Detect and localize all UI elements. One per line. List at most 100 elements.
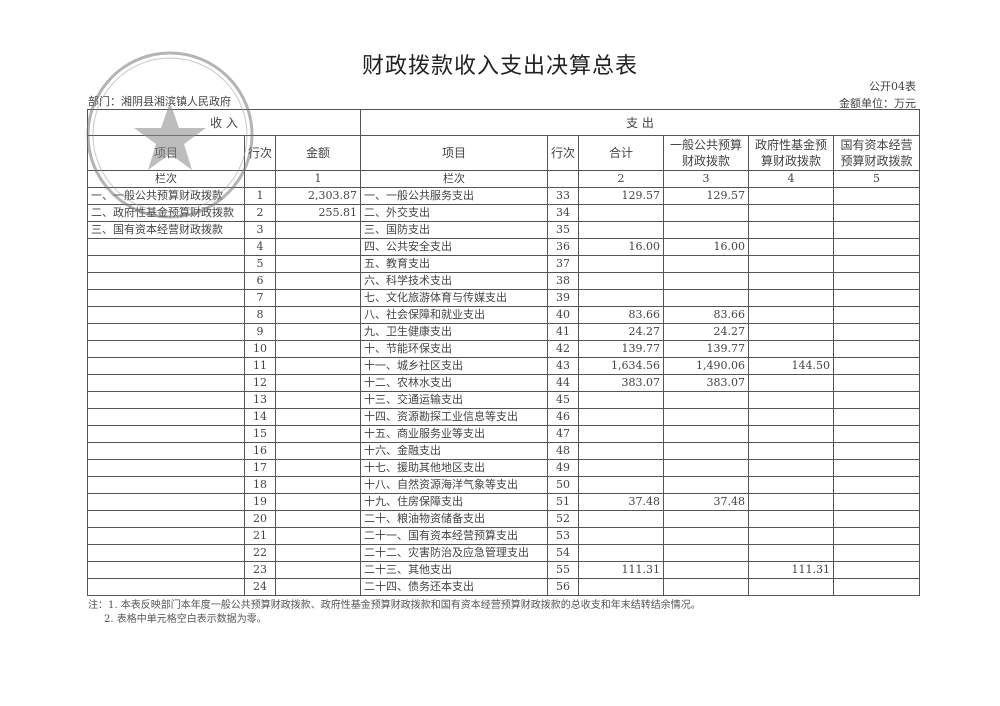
table-row: 11 十一、城乡社区支出 43 1,634.56 1,490.06 144.50 — [87, 357, 921, 375]
expense-item-cell: 十四、资源勘探工业信息等支出 — [360, 408, 549, 426]
expense-row-no-cell: 56 — [547, 578, 580, 596]
total-amount-cell: 37.48 — [578, 493, 665, 511]
state-capital-amount-cell — [833, 323, 921, 341]
income-row-no-cell: 19 — [243, 493, 277, 511]
income-amount-cell — [275, 340, 362, 358]
income-item-cell — [87, 255, 245, 273]
expense-row-no-header: 行次 — [547, 135, 580, 171]
general-budget-amount-cell — [663, 408, 750, 426]
income-item-cell — [87, 493, 245, 511]
income-amount-cell — [275, 374, 362, 392]
gov-fund-header: 政府性基金预算财政拨款 — [748, 135, 835, 171]
gov-fund-amount-cell — [748, 204, 835, 222]
total-amount-cell — [578, 391, 665, 409]
gov-fund-amount-cell — [748, 459, 835, 477]
expense-row-no-cell: 45 — [547, 391, 580, 409]
income-item-cell — [87, 323, 245, 341]
total-amount-cell: 24.27 — [578, 323, 665, 341]
gov-fund-amount-cell — [748, 544, 835, 562]
note-1: 注：1. 本表反映部门本年度一般公共预算财政拨款、政府性基金预算财政拨款和国有资… — [88, 600, 701, 611]
income-amount-header: 金额 — [275, 135, 362, 171]
state-capital-amount-cell — [833, 391, 921, 409]
expense-item-cell: 十六、金融支出 — [360, 442, 549, 460]
income-item-cell — [87, 425, 245, 443]
general-budget-amount-cell — [663, 459, 750, 477]
income-row-no-cell: 8 — [243, 306, 277, 324]
note-2: 2. 表格中单元格空白表示数据为零。 — [104, 614, 267, 625]
general-budget-amount-cell — [663, 561, 750, 579]
expense-item-cell: 八、社会保障和就业支出 — [360, 306, 549, 324]
total-amount-cell — [578, 459, 665, 477]
table-row: 8 八、社会保障和就业支出 40 83.66 83.66 — [87, 306, 921, 324]
income-amount-cell — [275, 289, 362, 307]
state-capital-amount-cell — [833, 306, 921, 324]
expense-item-cell: 一、一般公共服务支出 — [360, 187, 549, 205]
income-amount-cell — [275, 357, 362, 375]
total-amount-cell — [578, 578, 665, 596]
general-budget-amount-cell: 129.57 — [663, 187, 750, 205]
state-capital-amount-cell — [833, 459, 921, 477]
expense-item-cell: 十五、商业服务业等支出 — [360, 425, 549, 443]
income-item-cell — [87, 374, 245, 392]
gov-fund-amount-cell — [748, 442, 835, 460]
income-item-cell — [87, 289, 245, 307]
header-row-sections: 收 入 支 出 — [86, 109, 921, 136]
income-amount-cell — [275, 527, 362, 545]
table-row: 20 二十、粮油物资储备支出 52 — [87, 510, 921, 528]
general-budget-amount-cell: 16.00 — [663, 238, 750, 256]
general-budget-amount-cell — [663, 255, 750, 273]
state-capital-amount-cell — [833, 238, 921, 256]
expense-row-no-cell: 47 — [547, 425, 580, 443]
total-amount-cell — [578, 255, 665, 273]
expense-item-cell: 九、卫生健康支出 — [360, 323, 549, 341]
expense-row-no-cell: 40 — [547, 306, 580, 324]
total-amount-cell: 383.07 — [578, 374, 665, 392]
income-item-cell — [87, 340, 245, 358]
col-index-2: 2 — [578, 170, 665, 188]
table-row: 23 二十三、其他支出 55 111.31 111.31 — [87, 561, 921, 579]
income-amount-cell — [275, 578, 362, 596]
expense-row-no-cell: 41 — [547, 323, 580, 341]
state-capital-amount-cell — [833, 578, 921, 596]
state-capital-amount-cell — [833, 544, 921, 562]
income-amount-cell: 255.81 — [275, 204, 362, 222]
expense-item-cell: 四、公共安全支出 — [360, 238, 549, 256]
general-budget-amount-cell — [663, 272, 750, 290]
general-budget-amount-cell — [663, 510, 750, 528]
income-item-cell — [87, 408, 245, 426]
expense-row-no-cell: 49 — [547, 459, 580, 477]
expense-row-no-cell: 46 — [547, 408, 580, 426]
income-amount-cell — [275, 391, 362, 409]
total-amount-cell — [578, 527, 665, 545]
gov-fund-amount-cell — [748, 272, 835, 290]
income-item-cell — [87, 272, 245, 290]
state-capital-amount-cell — [833, 289, 921, 307]
income-item-cell — [87, 442, 245, 460]
col-index-5: 5 — [833, 170, 921, 188]
general-budget-amount-cell — [663, 289, 750, 307]
general-budget-amount-cell: 1,490.06 — [663, 357, 750, 375]
income-item-cell — [87, 561, 245, 579]
income-amount-cell — [275, 544, 362, 562]
gov-fund-amount-cell: 144.50 — [748, 357, 835, 375]
income-item-cell — [87, 357, 245, 375]
total-amount-cell: 16.00 — [578, 238, 665, 256]
state-capital-amount-cell — [833, 221, 921, 239]
income-row-no-cell: 16 — [243, 442, 277, 460]
general-budget-amount-cell: 83.66 — [663, 306, 750, 324]
state-capital-header: 国有资本经营预算财政拨款 — [833, 135, 921, 171]
gov-fund-amount-cell — [748, 323, 835, 341]
expense-item-cell: 二十、粮油物资储备支出 — [360, 510, 549, 528]
expense-item-cell: 十、节能环保支出 — [360, 340, 549, 358]
general-budget-amount-cell — [663, 391, 750, 409]
gov-fund-amount-cell — [748, 527, 835, 545]
expense-header: 支 出 — [360, 109, 921, 136]
income-amount-cell — [275, 255, 362, 273]
expense-row-no-cell: 37 — [547, 255, 580, 273]
total-amount-cell: 139.77 — [578, 340, 665, 358]
gov-fund-amount-cell — [748, 493, 835, 511]
general-budget-amount-cell — [663, 527, 750, 545]
gov-fund-amount-cell — [748, 340, 835, 358]
gov-fund-amount-cell — [748, 289, 835, 307]
expense-row-no-cell: 34 — [547, 204, 580, 222]
